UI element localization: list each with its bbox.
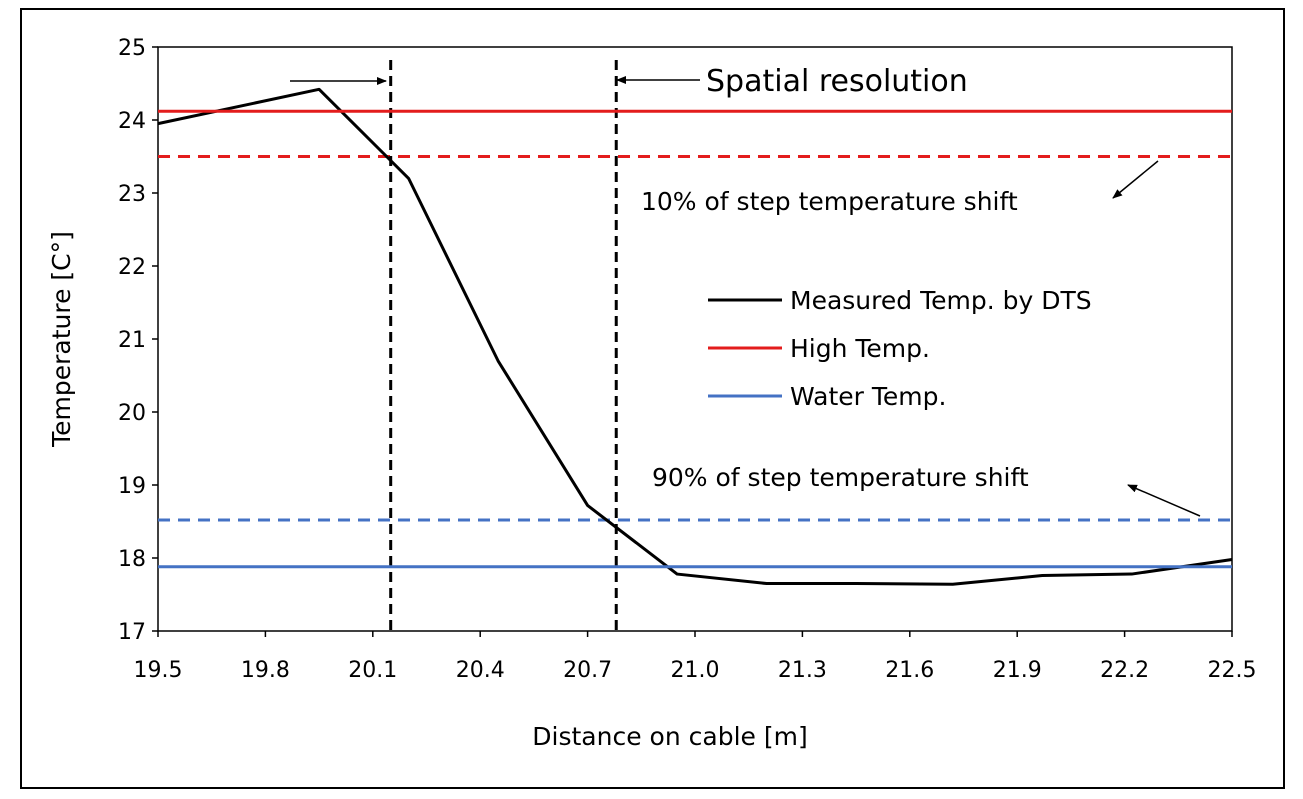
- reference-lines: [158, 60, 1232, 631]
- x-tick-label: 20.1: [348, 658, 397, 683]
- measured-temp-series: [157, 87, 1233, 586]
- axes: 17 18 19 20 21 22 23 24 25 19.5 19.8 20.1 20.4 20.7 21…: [118, 36, 1256, 683]
- ten-percent-arrow: [1112, 160, 1159, 199]
- x-tick-label: 20.4: [456, 658, 505, 683]
- series-lines: [157, 87, 1233, 586]
- plot-area-border: [157, 46, 1233, 632]
- y-tick-label: 20: [118, 401, 146, 426]
- x-tick-label: 21.3: [778, 658, 827, 683]
- figure-frame: [20, 8, 1285, 789]
- spatial-resolution-label: Spatial resolution: [706, 64, 968, 99]
- x-tick-label: 21.6: [885, 658, 934, 683]
- y-tick-label: 25: [118, 36, 146, 61]
- legend-label-water: Water Temp.: [790, 382, 946, 411]
- y-tick-label: 24: [118, 109, 146, 134]
- y-tick-label: 18: [118, 547, 146, 572]
- y-tick-label: 22: [118, 255, 146, 280]
- ninety-percent-label: 90% of step temperature shift: [652, 463, 1029, 492]
- y-tick-label: 23: [118, 182, 146, 207]
- ten-percent-label: 10% of step temperature shift: [641, 187, 1018, 216]
- legend-label-measured: Measured Temp. by DTS: [790, 286, 1092, 315]
- y-tick-label: 19: [118, 474, 146, 499]
- y-tick-label: 21: [118, 328, 146, 353]
- y-tick-label: 17: [118, 620, 146, 645]
- x-tick-label: 22.5: [1208, 658, 1257, 683]
- legend: Measured Temp. by DTS High Temp. Water T…: [708, 286, 1092, 411]
- x-tick-label: 19.8: [241, 658, 290, 683]
- y-axis-label: Temperature [C°]: [47, 231, 76, 448]
- x-tick-label: 21.9: [993, 658, 1042, 683]
- annotations: Spatial resolution 10% of step temperatu…: [290, 64, 1201, 517]
- x-tick-label: 20.7: [563, 658, 612, 683]
- ninety-percent-arrow: [1127, 484, 1201, 517]
- legend-label-high: High Temp.: [790, 334, 930, 363]
- x-tick-label: 22.2: [1100, 658, 1149, 683]
- x-axis-label: Distance on cable [m]: [532, 722, 807, 751]
- x-tick-label: 19.5: [134, 658, 183, 683]
- x-tick-label: 21.0: [671, 658, 720, 683]
